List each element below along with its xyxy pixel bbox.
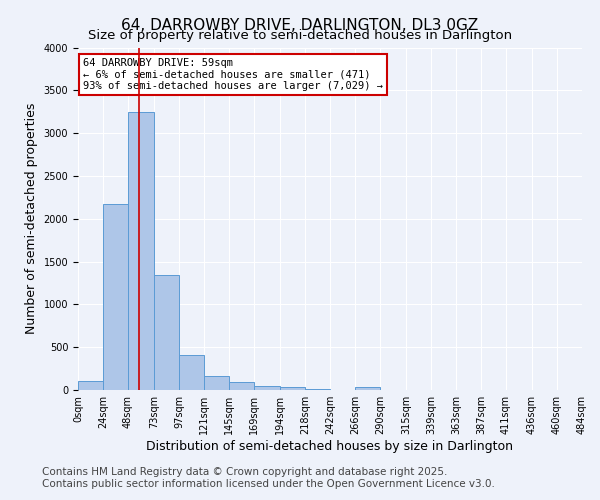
Bar bbox=[128, 112, 154, 390]
Text: 64 DARROWBY DRIVE: 59sqm
← 6% of semi-detached houses are smaller (471)
93% of s: 64 DARROWBY DRIVE: 59sqm ← 6% of semi-de… bbox=[83, 58, 383, 91]
Bar bbox=[179, 355, 204, 390]
Bar bbox=[78, 380, 103, 390]
Bar bbox=[254, 386, 280, 390]
Bar bbox=[204, 376, 229, 390]
Bar bbox=[305, 389, 330, 390]
Text: Contains HM Land Registry data © Crown copyright and database right 2025.
Contai: Contains HM Land Registry data © Crown c… bbox=[42, 468, 495, 489]
Bar bbox=[229, 382, 254, 390]
Bar bbox=[154, 276, 179, 390]
Y-axis label: Number of semi-detached properties: Number of semi-detached properties bbox=[25, 103, 38, 334]
X-axis label: Distribution of semi-detached houses by size in Darlington: Distribution of semi-detached houses by … bbox=[146, 440, 514, 453]
Bar bbox=[355, 388, 380, 390]
Bar bbox=[280, 387, 305, 390]
Text: Size of property relative to semi-detached houses in Darlington: Size of property relative to semi-detach… bbox=[88, 29, 512, 42]
Text: 64, DARROWBY DRIVE, DARLINGTON, DL3 0GZ: 64, DARROWBY DRIVE, DARLINGTON, DL3 0GZ bbox=[121, 18, 479, 32]
Bar bbox=[103, 204, 128, 390]
